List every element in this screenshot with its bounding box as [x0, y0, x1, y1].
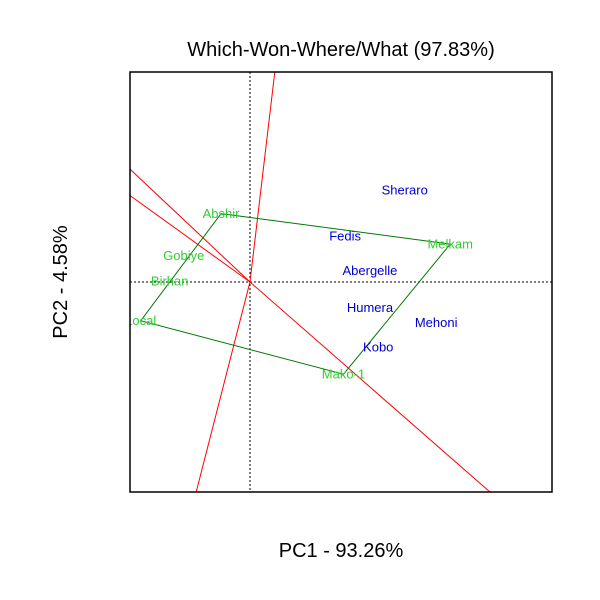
y-axis-label: PC2 - 4.58% — [50, 225, 72, 339]
environment-label: Fedis — [329, 228, 361, 243]
environment-label: Sheraro — [382, 182, 428, 197]
genotype-label: Gobiye — [163, 248, 204, 263]
plot-frame — [129, 71, 553, 493]
sector-ray-1 — [249, 72, 276, 283]
environment-label: Humera — [347, 300, 394, 315]
environment-label: Abergelle — [342, 263, 397, 278]
environment-label: Mehoni — [415, 315, 458, 330]
sector-ray-5 — [249, 281, 491, 492]
genotype-label: Birhan — [151, 274, 189, 289]
genotype-label: Mako-1 — [322, 367, 365, 382]
environment-label: Kobo — [363, 340, 393, 355]
chart-title: Which-Won-Where/What (97.83%) — [187, 39, 495, 61]
plot-area: Abshir Gobiye Birhan Local Mako-1 Melkam Shera… — [125, 72, 552, 492]
genotype-label: Local — [125, 313, 156, 328]
convex-hull-polygon — [139, 213, 452, 375]
sector-ray-3 — [130, 168, 251, 283]
sector-ray-4 — [130, 195, 251, 283]
genotype-label: Melkam — [427, 237, 473, 252]
sector-ray-2 — [195, 281, 251, 492]
genotype-label: Abshir — [203, 206, 241, 221]
x-axis-label: PC1 - 93.26% — [279, 540, 404, 562]
